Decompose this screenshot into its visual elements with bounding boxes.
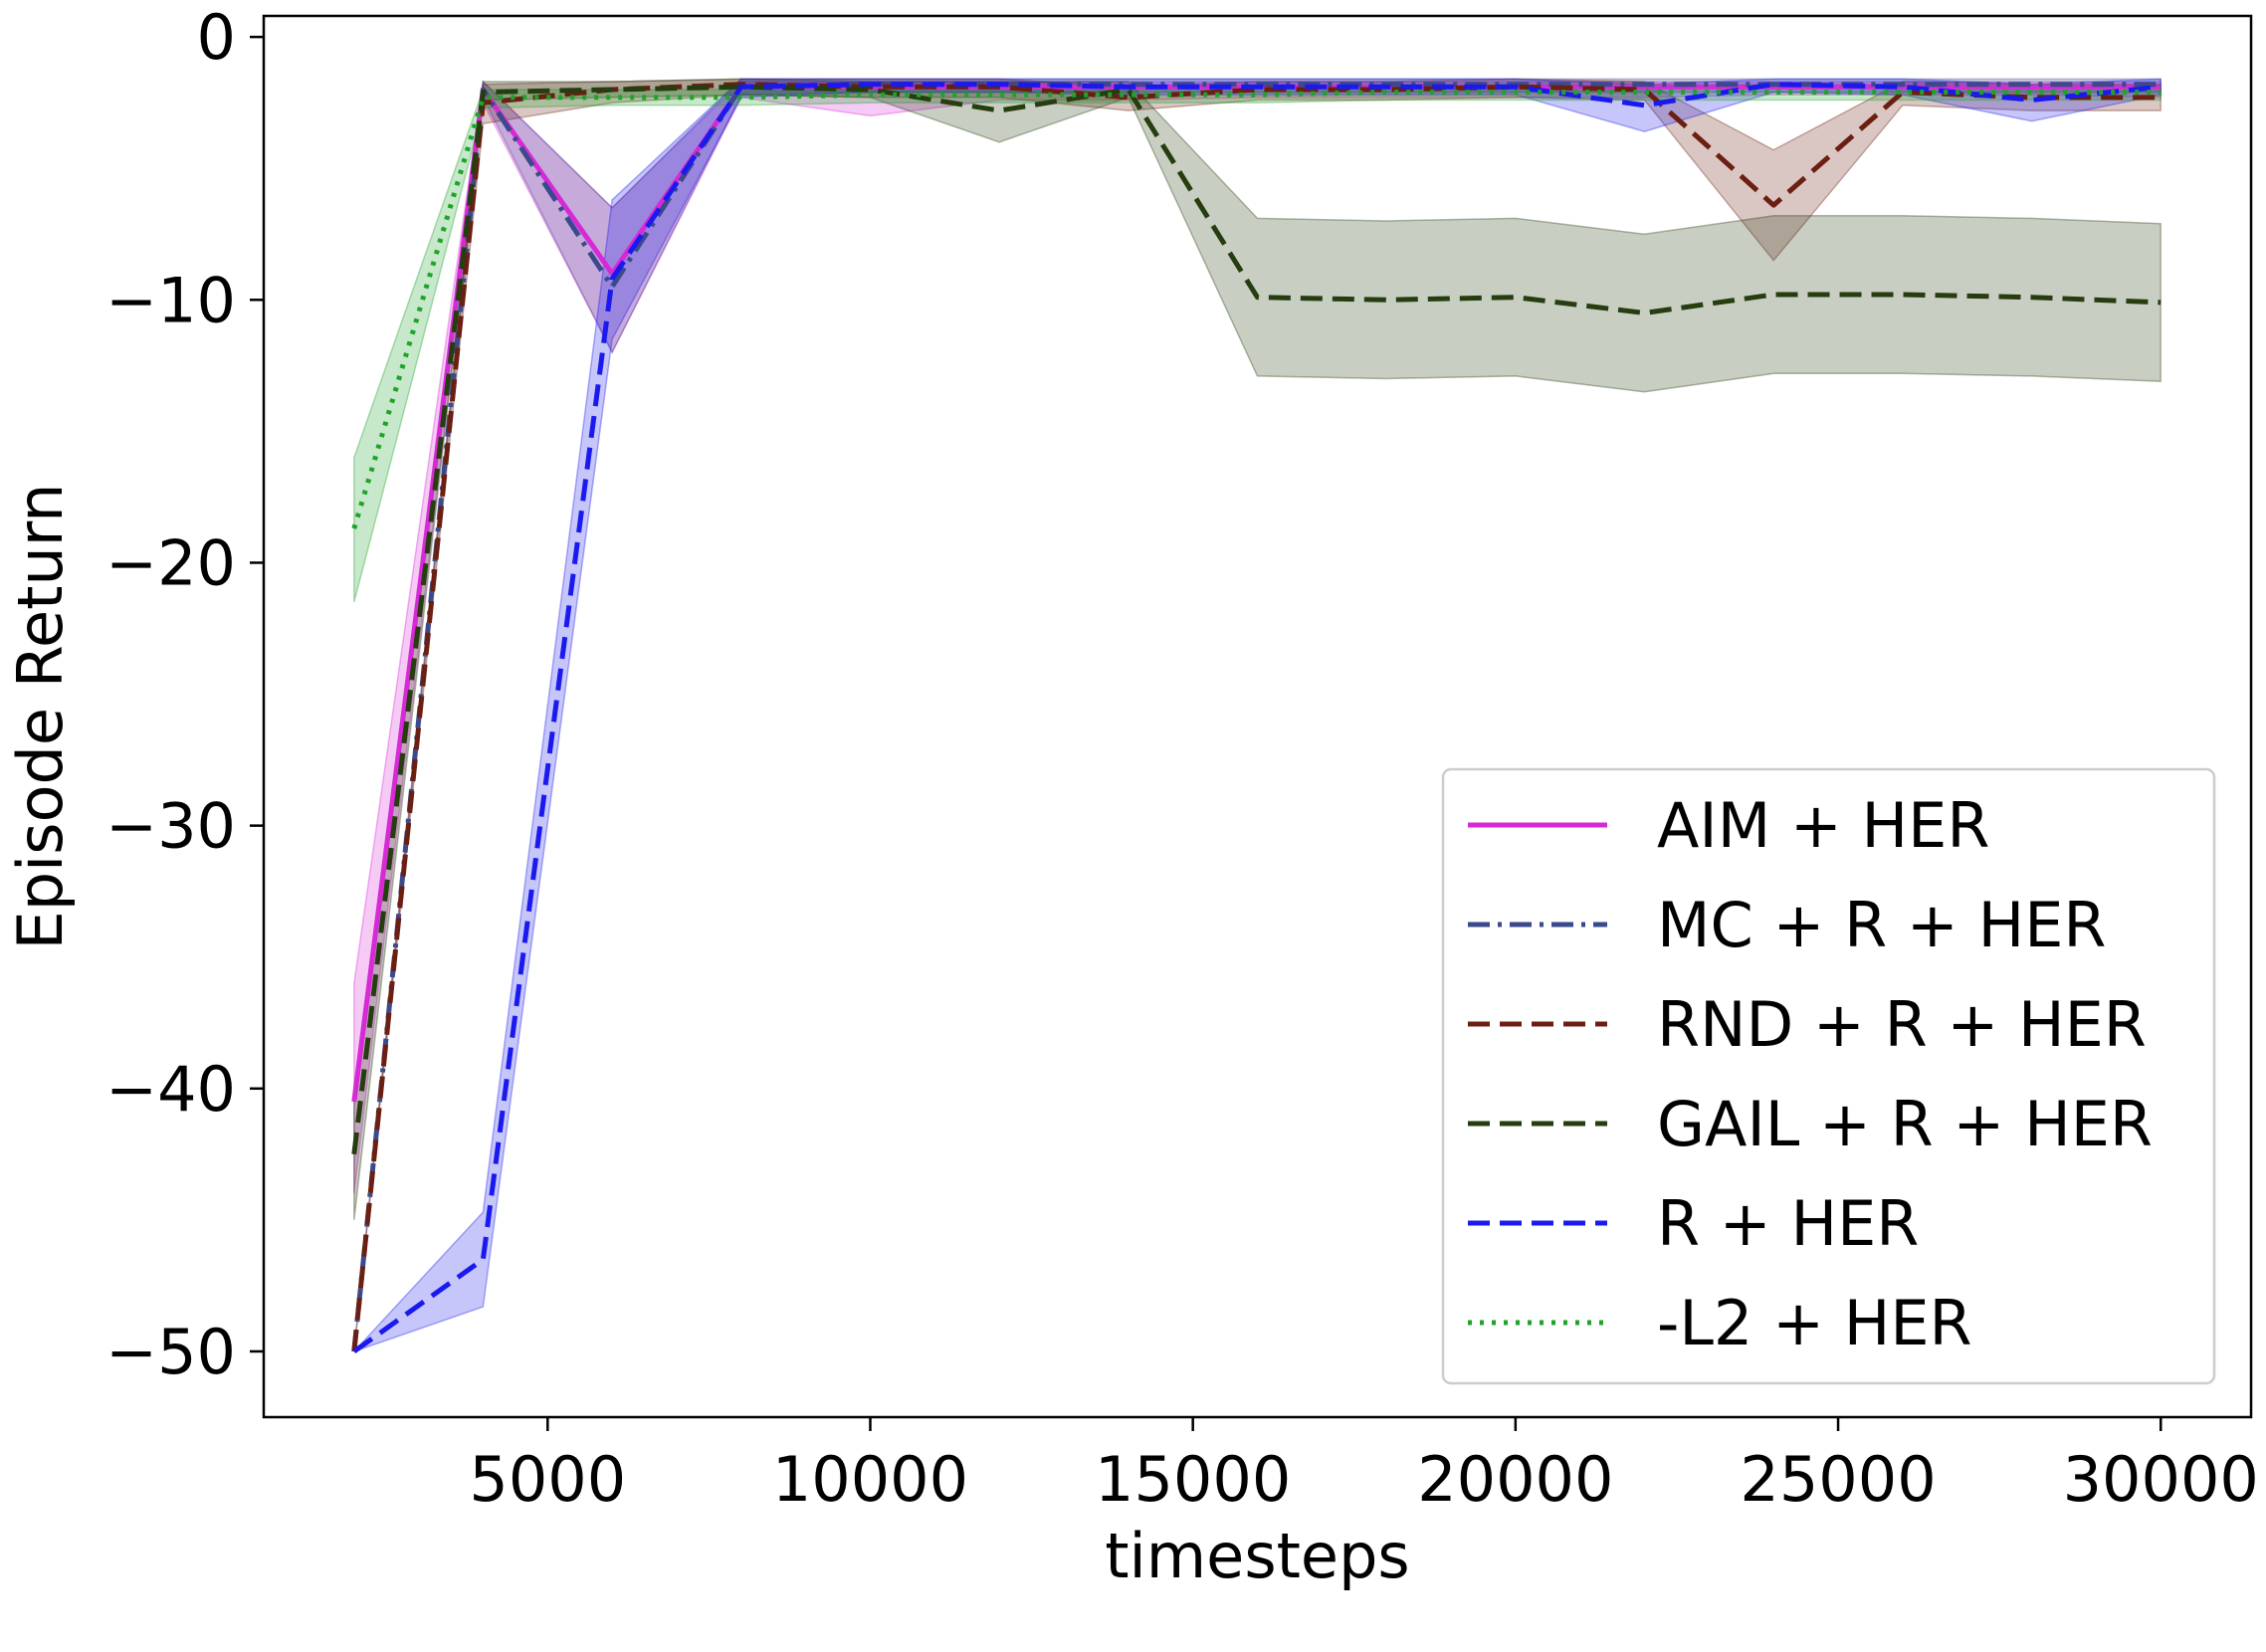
legend-item-rnd-r-her: RND + R + HER (1468, 988, 2147, 1061)
x-tick-label: 30000 (2063, 1443, 2259, 1516)
x-tick-label: 15000 (1095, 1443, 1291, 1516)
series-line-l2-her (351, 90, 2162, 529)
x-tick-label: 10000 (772, 1443, 968, 1516)
y-tick-label: −20 (105, 526, 236, 599)
legend: AIM + HER MC + R + HER RND + R + HER GAIL +… (1441, 767, 2216, 1385)
series-line-r-her (352, 82, 2162, 1354)
band-gail-r-her (353, 78, 2162, 1220)
y-axis-ticks: 0 −10 −20 −30 −40 −50 (105, 1, 264, 1388)
legend-items: AIM + HER MC + R + HER RND + R + HER GAIL +… (1468, 789, 2153, 1359)
legend-label: AIM + HER (1657, 789, 1989, 862)
legend-label: RND + R + HER (1657, 988, 2147, 1061)
y-tick-label: 0 (197, 1, 236, 74)
series-line-gail-r-her (351, 84, 2162, 1155)
band-aim-her (353, 80, 2162, 1194)
legend-item-gail-r-her: GAIL + R + HER (1468, 1088, 2153, 1160)
band-rnd-r-her (353, 78, 2162, 1352)
legend-label: R + HER (1657, 1187, 1919, 1260)
legend-item-r-her: R + HER (1468, 1187, 1919, 1260)
x-axis-ticks: 5000 10000 15000 20000 25000 30000 (469, 1417, 2259, 1516)
legend-label: MC + R + HER (1657, 889, 2106, 961)
legend-item-mc-r-her: MC + R + HER (1468, 889, 2106, 961)
y-axis-label: Episode Return (4, 484, 77, 950)
legend-item-l2-her: -L2 + HER (1468, 1287, 1972, 1359)
legend-label: -L2 + HER (1657, 1287, 1972, 1359)
series-lines (351, 82, 2162, 1354)
x-tick-label: 25000 (1740, 1443, 1936, 1516)
legend-item-aim-her: AIM + HER (1468, 789, 1989, 862)
y-tick-label: −40 (105, 1053, 236, 1126)
x-tick-label: 20000 (1417, 1443, 1613, 1516)
y-tick-label: −30 (105, 790, 236, 863)
x-axis-label: timesteps (1105, 1520, 1410, 1592)
y-tick-label: −10 (105, 264, 236, 336)
legend-label: GAIL + R + HER (1657, 1088, 2153, 1160)
x-tick-label: 5000 (469, 1443, 626, 1516)
legend-box (1441, 767, 2216, 1385)
y-tick-label: −50 (105, 1316, 236, 1388)
plot-frame (262, 14, 2253, 1419)
